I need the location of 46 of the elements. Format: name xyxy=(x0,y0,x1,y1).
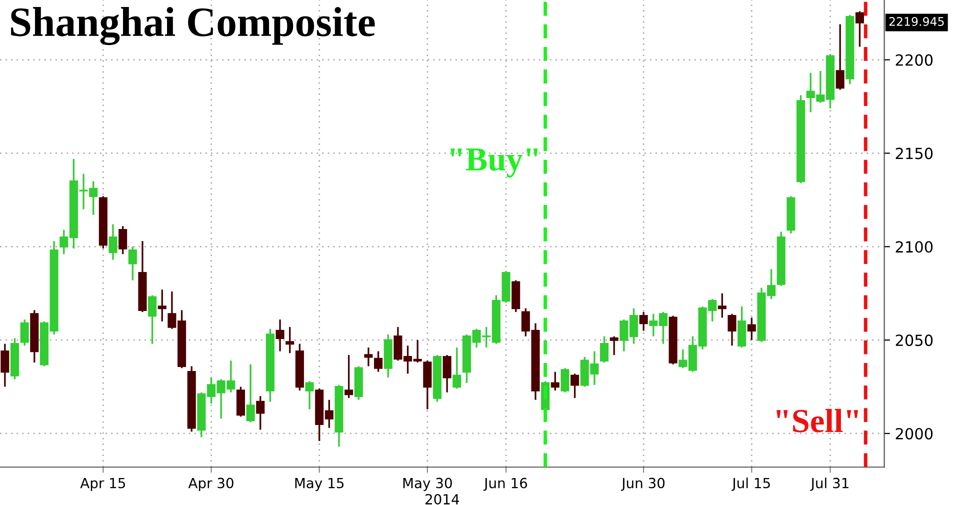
y-tick-label: 2000 xyxy=(896,428,933,440)
candlestick xyxy=(442,354,452,394)
x-tick-label: Apr 15 xyxy=(80,478,126,491)
candlestick xyxy=(158,288,166,322)
candlestick xyxy=(286,326,294,354)
x-tick-label: Jul 15 xyxy=(732,478,770,491)
candlestick xyxy=(148,294,157,345)
candlestick xyxy=(836,23,844,91)
candlestick xyxy=(855,10,864,48)
y-tick-label: 2150 xyxy=(896,148,933,160)
candlestick xyxy=(610,335,618,356)
candlestick xyxy=(276,318,284,352)
annotation: "Buy" xyxy=(450,148,538,178)
x-tick-label: May 30 xyxy=(403,478,452,491)
chart-title: Shanghai Composite xyxy=(11,7,375,46)
x-axis-title: 2014 xyxy=(425,494,460,505)
candlestick xyxy=(0,342,10,388)
candlestick xyxy=(452,346,462,390)
candlestick xyxy=(560,367,570,394)
candlestick xyxy=(728,313,736,347)
candlestick xyxy=(344,354,354,399)
candlestick xyxy=(305,380,314,410)
candlestick xyxy=(256,395,265,431)
candlestick xyxy=(639,311,648,332)
candlestick xyxy=(108,223,118,261)
candlestick xyxy=(747,316,756,341)
x-tick-label: May 15 xyxy=(295,478,344,491)
y-tick-label: 2050 xyxy=(896,334,933,346)
y-tick-label: 2200 xyxy=(896,54,933,66)
x-tick-label: Apr 30 xyxy=(188,478,234,491)
candlestick xyxy=(118,225,128,255)
x-tick-label: Jun 16 xyxy=(483,478,528,491)
candlestick xyxy=(600,335,609,364)
text: 2219.945 xyxy=(889,17,944,26)
candlestick xyxy=(364,346,373,368)
candlestick xyxy=(20,318,29,347)
candlestick xyxy=(718,292,726,318)
y-tick-label: 2100 xyxy=(896,241,933,253)
x-tick-label: Jul 31 xyxy=(810,478,848,491)
candlestick xyxy=(374,350,383,373)
candlestick xyxy=(550,370,560,392)
candlestick xyxy=(128,246,137,282)
annotation: "Sell" xyxy=(776,408,858,432)
candlestick xyxy=(570,372,580,399)
candlestick xyxy=(246,364,255,424)
x-tick-label: Jun 30 xyxy=(620,478,665,491)
